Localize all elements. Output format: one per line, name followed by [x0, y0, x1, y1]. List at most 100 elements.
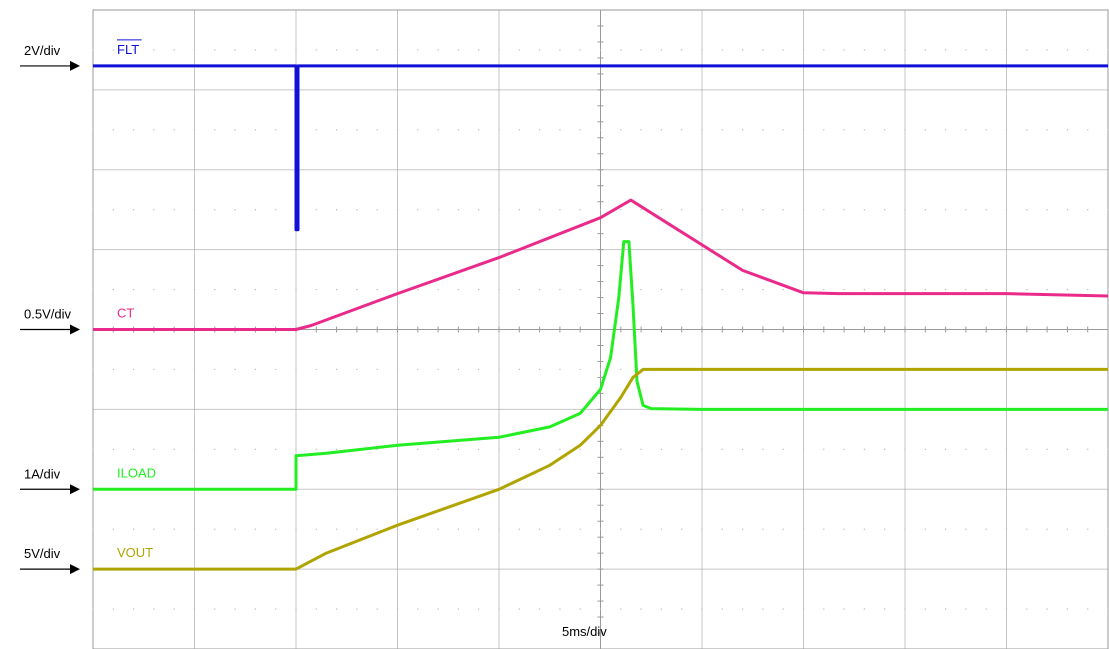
grid-dot [335, 208, 338, 211]
grid-dot [944, 49, 947, 51]
grid-dot [823, 129, 825, 131]
grid-dot [1046, 49, 1048, 51]
grid-dot [721, 208, 723, 211]
grid-dot [478, 208, 480, 211]
grid-dot [1107, 528, 1109, 530]
grid-dot [132, 208, 135, 211]
grid-dot [660, 208, 663, 211]
grid-dot [1026, 448, 1028, 451]
grid-dot [153, 528, 155, 530]
grid-dot [92, 208, 94, 211]
grid-dot [599, 368, 602, 371]
grid-dot [985, 208, 987, 211]
grid-dot [823, 208, 825, 211]
grid-dot [538, 528, 541, 530]
grid-dot [944, 288, 947, 291]
grid-dot [396, 288, 399, 291]
ct-trace [93, 198, 1109, 331]
grid-dot [193, 49, 196, 51]
grid-dot [315, 49, 317, 51]
grid-dot [498, 368, 500, 371]
grid-dot [193, 129, 196, 131]
grid-dot [478, 129, 480, 131]
grid-dot [944, 448, 947, 451]
vout-ground-arrow-head [70, 564, 80, 575]
grid-dot [924, 288, 926, 291]
grid-dot [823, 49, 825, 51]
grid-dot [863, 528, 866, 530]
grid-dot [498, 528, 500, 530]
grid-dot [721, 528, 723, 530]
grid-dot [721, 129, 723, 131]
grid-dot [173, 448, 175, 451]
grid-dot [823, 608, 825, 610]
grid-dot [965, 129, 967, 131]
grid-dot [498, 448, 500, 451]
grid-dot [214, 368, 216, 371]
grid-dot [112, 368, 115, 371]
grid-dot [924, 448, 926, 451]
grid-dot [356, 288, 358, 291]
grid-dot [762, 129, 764, 131]
grid-dot [132, 368, 135, 371]
grid-dot [904, 49, 906, 51]
grid-dot [1005, 208, 1008, 211]
grid-dot [457, 288, 460, 291]
grid-dot [498, 288, 500, 291]
grid-dot [802, 208, 805, 211]
grid-dot [132, 448, 135, 451]
grid-dot [741, 49, 744, 51]
grid-dot [924, 528, 926, 530]
grid-dot [295, 49, 297, 51]
grid-dot [335, 608, 338, 610]
grid-dot [701, 288, 703, 291]
grid-dot [315, 129, 317, 131]
grid-dot [985, 129, 987, 131]
grid-dot [782, 288, 784, 291]
grid-dot [721, 448, 723, 451]
grid-dot [579, 208, 581, 211]
grid-dot [112, 608, 115, 610]
grid-dot [437, 49, 439, 51]
grid-dot [132, 129, 135, 131]
grid-dot [275, 288, 277, 291]
grid-dot [437, 608, 439, 610]
grid-dot [1005, 528, 1008, 530]
vout-scale-label: 5V/div [24, 546, 61, 561]
grid-dot [112, 49, 115, 51]
grid-dot [559, 208, 561, 211]
grid-dot [275, 528, 277, 530]
grid-dot [396, 528, 399, 530]
grid-dot [904, 448, 906, 451]
flt-ground-arrow-head [70, 60, 80, 71]
grid-dot [92, 448, 94, 451]
grid-dot [275, 448, 277, 451]
grid-dot [1107, 288, 1109, 291]
grid-dot [762, 448, 764, 451]
grid-dot [640, 49, 642, 51]
grid-dot [802, 129, 805, 131]
grid-dot [701, 129, 703, 131]
grid-dot [579, 129, 581, 131]
grid-dot [376, 288, 378, 291]
grid-dot [1066, 448, 1069, 451]
grid-dot [193, 528, 196, 530]
grid-dot [498, 608, 500, 610]
ct-ground-arrow-head [70, 324, 80, 335]
grid-dot [417, 528, 419, 530]
grid-dot [599, 608, 602, 610]
grid-dot [904, 288, 906, 291]
grid-dot [965, 528, 967, 530]
grid-dot [376, 368, 378, 371]
grid-dot [681, 288, 683, 291]
grid-dot [173, 49, 175, 51]
grid-dot [295, 448, 297, 451]
grid-dot [559, 49, 561, 51]
grid-dot [1107, 129, 1109, 131]
grid-dot [396, 208, 399, 211]
grid-dot [538, 608, 541, 610]
grid-dot [214, 608, 216, 610]
grid-dot [132, 49, 135, 51]
grid-dot [701, 208, 703, 211]
grid-dot [153, 368, 155, 371]
